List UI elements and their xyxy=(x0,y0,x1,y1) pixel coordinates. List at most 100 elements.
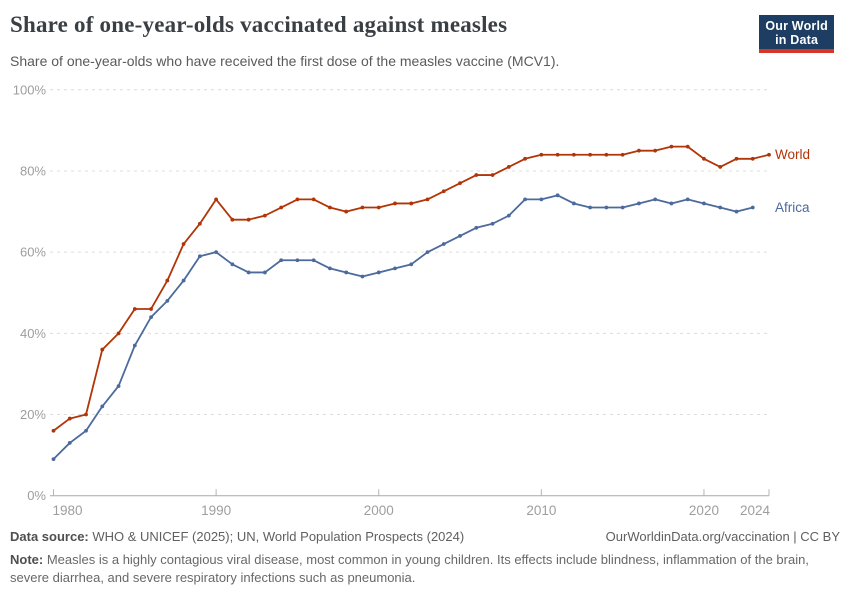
point-africa-2014[interactable] xyxy=(604,205,609,210)
point-world-2019[interactable] xyxy=(685,144,690,149)
point-africa-1987[interactable] xyxy=(165,298,170,303)
series-line-africa[interactable] xyxy=(52,194,754,461)
point-africa-1981[interactable] xyxy=(67,441,72,445)
point-world-1987[interactable] xyxy=(165,278,170,283)
point-africa-2018[interactable] xyxy=(669,201,674,206)
point-world-1980[interactable] xyxy=(51,428,56,433)
point-africa-2022[interactable] xyxy=(734,209,739,214)
point-africa-1983[interactable] xyxy=(100,404,105,409)
point-africa-2011[interactable] xyxy=(555,193,560,198)
point-africa-2021[interactable] xyxy=(718,205,723,210)
point-world-2002[interactable] xyxy=(409,201,414,206)
point-africa-1984[interactable] xyxy=(116,384,121,389)
series-label-africa[interactable]: Africa xyxy=(775,200,810,215)
point-world-1995[interactable] xyxy=(295,197,300,202)
point-africa-1980[interactable] xyxy=(51,457,56,462)
point-world-1997[interactable] xyxy=(328,205,332,210)
point-africa-1988[interactable] xyxy=(181,278,186,283)
point-africa-2017[interactable] xyxy=(653,197,658,202)
point-world-2016[interactable] xyxy=(637,148,641,153)
point-world-1989[interactable] xyxy=(197,221,202,226)
note-label: Note: xyxy=(10,552,44,567)
series-label-world[interactable]: World xyxy=(775,147,810,162)
point-africa-1986[interactable] xyxy=(149,315,153,320)
point-africa-1985[interactable] xyxy=(132,343,137,348)
point-africa-2009[interactable] xyxy=(523,197,527,202)
point-africa-2012[interactable] xyxy=(571,201,576,206)
point-africa-1997[interactable] xyxy=(328,266,332,271)
point-africa-2001[interactable] xyxy=(393,266,397,271)
point-world-2012[interactable] xyxy=(571,152,576,157)
point-africa-1990[interactable] xyxy=(214,250,219,255)
point-world-1981[interactable] xyxy=(67,416,72,421)
point-world-1984[interactable] xyxy=(116,331,121,336)
page-title: Share of one-year-olds vaccinated agains… xyxy=(10,12,508,37)
point-africa-1995[interactable] xyxy=(295,258,300,263)
point-world-1986[interactable] xyxy=(149,307,153,311)
point-world-2006[interactable] xyxy=(474,173,479,177)
point-world-2007[interactable] xyxy=(490,173,495,177)
point-africa-1982[interactable] xyxy=(84,428,88,433)
point-africa-2020[interactable] xyxy=(702,201,706,206)
point-africa-1998[interactable] xyxy=(344,270,349,275)
point-world-2004[interactable] xyxy=(441,189,446,194)
series-line-world[interactable] xyxy=(52,145,770,432)
point-africa-2005[interactable] xyxy=(458,234,462,238)
point-world-2000[interactable] xyxy=(376,205,381,210)
x-tick-label: 2020 xyxy=(689,503,719,518)
point-world-2020[interactable] xyxy=(702,156,706,161)
point-world-2003[interactable] xyxy=(425,197,430,202)
point-world-2023[interactable] xyxy=(750,156,755,161)
point-africa-1989[interactable] xyxy=(197,254,202,259)
point-africa-2004[interactable] xyxy=(441,242,446,246)
point-africa-2008[interactable] xyxy=(506,213,511,218)
point-world-1990[interactable] xyxy=(214,197,219,202)
point-world-1991[interactable] xyxy=(230,217,235,222)
point-africa-2002[interactable] xyxy=(409,262,414,267)
point-world-1998[interactable] xyxy=(344,209,349,214)
point-africa-1991[interactable] xyxy=(230,262,235,267)
owid-logo[interactable]: Our World in Data xyxy=(759,15,834,53)
point-world-1996[interactable] xyxy=(311,197,316,202)
chart-note: Note: Measles is a highly contagious vir… xyxy=(10,551,838,587)
point-africa-2006[interactable] xyxy=(474,225,479,230)
point-africa-2013[interactable] xyxy=(588,205,593,210)
point-world-2013[interactable] xyxy=(588,152,593,157)
point-world-1988[interactable] xyxy=(181,242,186,246)
point-world-1992[interactable] xyxy=(246,217,251,222)
point-world-1985[interactable] xyxy=(132,307,137,311)
point-africa-1999[interactable] xyxy=(360,274,365,279)
point-africa-2019[interactable] xyxy=(685,197,690,202)
point-world-1982[interactable] xyxy=(84,412,88,417)
point-world-2005[interactable] xyxy=(458,181,462,186)
point-africa-2000[interactable] xyxy=(376,270,381,275)
point-africa-2007[interactable] xyxy=(490,221,495,226)
point-africa-2010[interactable] xyxy=(539,197,544,202)
point-africa-1992[interactable] xyxy=(246,270,251,275)
point-world-2022[interactable] xyxy=(734,156,739,161)
point-world-2018[interactable] xyxy=(669,144,674,149)
data-source-value: WHO & UNICEF (2025); UN, World Populatio… xyxy=(88,529,465,544)
point-world-2001[interactable] xyxy=(393,201,397,206)
point-world-2021[interactable] xyxy=(718,165,723,169)
point-africa-1993[interactable] xyxy=(262,270,267,275)
attribution-link[interactable]: OurWorldinData.org/vaccination | CC BY xyxy=(605,529,840,544)
point-africa-2016[interactable] xyxy=(637,201,641,206)
point-world-2010[interactable] xyxy=(539,152,544,157)
point-world-2017[interactable] xyxy=(653,148,658,153)
point-world-2008[interactable] xyxy=(506,165,511,169)
point-world-2011[interactable] xyxy=(555,152,560,157)
point-world-1983[interactable] xyxy=(100,347,105,352)
point-africa-1994[interactable] xyxy=(279,258,284,263)
point-world-2024[interactable] xyxy=(767,152,771,157)
point-africa-2015[interactable] xyxy=(620,205,625,210)
point-africa-2003[interactable] xyxy=(425,250,430,255)
point-africa-2023[interactable] xyxy=(750,205,755,210)
point-world-2009[interactable] xyxy=(523,156,527,161)
point-world-1994[interactable] xyxy=(279,205,284,210)
point-world-1993[interactable] xyxy=(262,213,267,218)
point-world-2015[interactable] xyxy=(620,152,625,157)
point-world-1999[interactable] xyxy=(360,205,365,210)
point-africa-1996[interactable] xyxy=(311,258,316,263)
point-world-2014[interactable] xyxy=(604,152,609,157)
